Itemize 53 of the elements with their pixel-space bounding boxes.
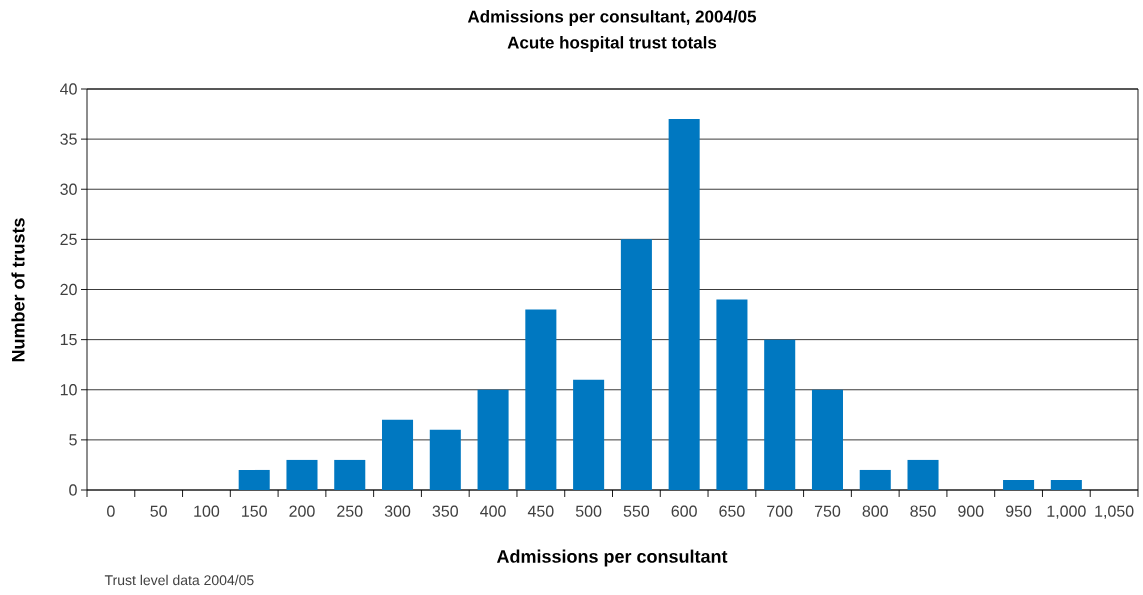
x-tick-label: 1,050 <box>1095 505 1134 519</box>
bar <box>1050 479 1082 490</box>
bar <box>859 469 891 490</box>
bar <box>907 459 939 490</box>
bar <box>477 389 509 490</box>
x-tick-label: 100 <box>194 505 220 517</box>
bar <box>525 309 557 490</box>
bar <box>382 419 414 490</box>
y-tick-label: 10 <box>60 384 77 396</box>
x-tick-label: 900 <box>958 505 984 517</box>
y-tick-label: 15 <box>60 334 77 346</box>
x-tick-label: 600 <box>671 505 697 517</box>
y-tick-label: 40 <box>60 83 77 95</box>
bar <box>429 429 461 490</box>
x-tick-label: 250 <box>337 505 363 517</box>
bar <box>716 299 748 490</box>
bar <box>1003 479 1035 490</box>
x-tick-label: 800 <box>862 505 888 517</box>
x-tick-label: 700 <box>767 505 793 517</box>
x-tick-label: 0 <box>107 505 115 517</box>
bar <box>764 339 796 490</box>
bar <box>620 239 652 490</box>
y-tick-label: 5 <box>69 434 77 446</box>
chart-subtitle: Acute hospital trust totals <box>507 36 717 52</box>
x-tick-label: 950 <box>1005 505 1032 517</box>
x-tick-label: 650 <box>719 505 745 517</box>
bar <box>238 469 270 490</box>
x-tick-label: 450 <box>527 505 554 517</box>
y-axis-title: Number of trusts <box>11 218 25 362</box>
x-axis-title: Admissions per consultant <box>496 549 728 567</box>
x-tick-label: 550 <box>623 505 650 517</box>
x-tick-label: 750 <box>814 505 841 517</box>
x-tick-label: 1,000 <box>1047 505 1086 519</box>
y-tick-label: 25 <box>60 233 77 246</box>
bar <box>668 119 700 490</box>
x-tick-label: 350 <box>432 505 459 517</box>
text: Trust level data 2004/05 <box>104 574 254 586</box>
y-tick-label: 35 <box>60 133 77 145</box>
x-tick-label: 50 <box>150 505 167 517</box>
y-tick-label: 30 <box>60 183 77 195</box>
y-tick-label: 0 <box>69 484 77 496</box>
x-tick-label: 150 <box>242 505 267 517</box>
x-tick-label: 300 <box>384 505 411 517</box>
x-tick-label: 850 <box>910 505 936 517</box>
chart-title: Admissions per consultant, 2004/05 <box>467 10 757 26</box>
x-tick-label: 200 <box>289 505 315 517</box>
bar <box>334 459 366 490</box>
x-tick-label: 400 <box>480 505 506 517</box>
y-tick-label: 20 <box>60 283 77 296</box>
x-tick-label: 500 <box>575 505 602 517</box>
bar <box>811 389 843 490</box>
bar <box>573 379 605 490</box>
bar <box>286 459 318 490</box>
